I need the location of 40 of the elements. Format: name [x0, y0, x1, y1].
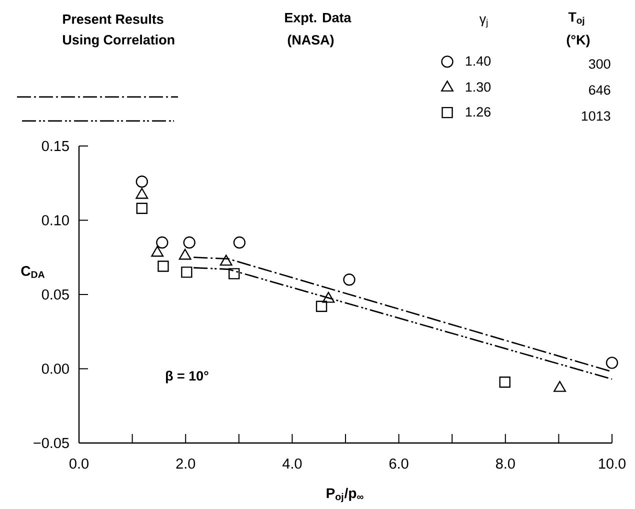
point	[228, 268, 240, 280]
point	[181, 266, 192, 278]
legend-label: 1.40	[466, 56, 491, 66]
point	[316, 300, 328, 312]
y-tick-label: 0.15	[42, 140, 69, 152]
point	[499, 376, 510, 388]
text: T$_{oj}$	[568, 12, 584, 26]
point	[220, 254, 232, 266]
text: γ$_{j}$	[479, 16, 488, 28]
x-tick-label: 6.0	[390, 458, 408, 469]
x-tick-label: 10.0	[599, 458, 626, 469]
point	[136, 176, 148, 188]
point	[158, 260, 169, 272]
point	[183, 236, 196, 249]
point	[343, 274, 356, 286]
text: Present Results	[63, 14, 164, 24]
text: Using Correlation	[63, 34, 174, 48]
x-tick-label: 4.0	[282, 458, 302, 469]
text: (°K)	[566, 34, 590, 48]
point	[136, 202, 148, 214]
x-tick-label: 2.0	[176, 458, 196, 469]
text: 646	[589, 85, 610, 95]
y-tick-label: 0.05	[42, 289, 69, 300]
point	[233, 236, 246, 249]
y-tick-label: 0.00	[42, 364, 69, 374]
y-axis-title: C$_{DA}$	[21, 266, 45, 278]
x-tick-label: 8.0	[496, 458, 515, 469]
text: (NASA)	[288, 34, 334, 48]
x-tick-label: 0.0	[70, 458, 88, 469]
annotation: β = 10°	[166, 370, 208, 384]
text: 300	[588, 59, 610, 69]
text: Expt. Data	[285, 12, 352, 26]
legend-label: 1.26	[466, 107, 490, 117]
point	[606, 356, 618, 369]
text: 1013	[582, 111, 610, 121]
point	[156, 236, 168, 249]
x-axis-title: P$_{oj}$/p$_{∞}$	[326, 488, 364, 502]
legend-label: 1.30	[466, 82, 491, 92]
y-tick-label: 0.10	[42, 215, 69, 226]
y-tick-label: −0.05	[34, 438, 69, 448]
